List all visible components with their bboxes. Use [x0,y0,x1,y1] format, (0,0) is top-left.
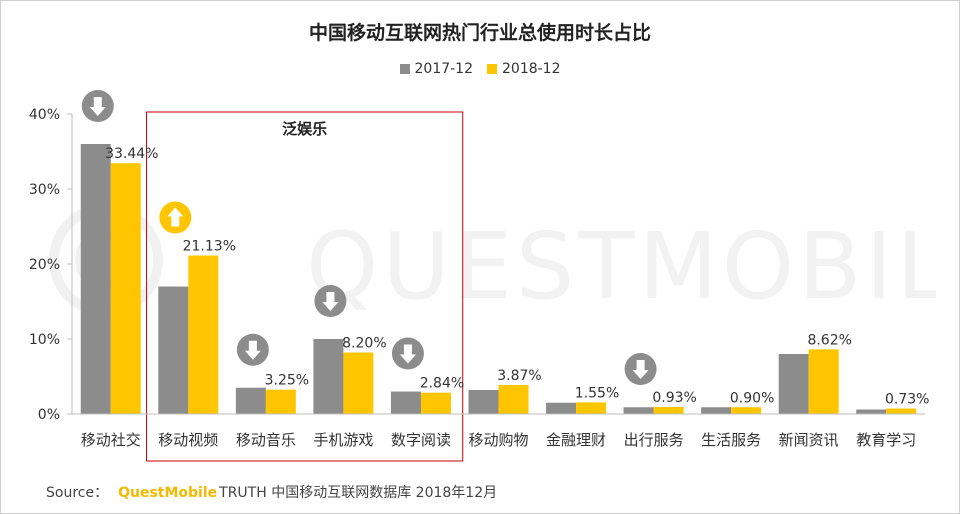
data-label: 0.93% [652,390,696,406]
data-label: 8.62% [807,332,851,348]
bar-2018-1 [188,255,219,414]
data-label: 33.44% [105,146,158,162]
y-tick-label: 30% [29,182,60,198]
arrow-down-glyph-icon [632,360,649,380]
data-label: 3.87% [497,368,541,384]
data-label: 8.20% [342,336,386,352]
bar-2018-7 [653,407,684,414]
bar-2018-9 [808,349,839,414]
bar-2017-9 [778,354,809,414]
data-label: 0.90% [730,390,774,406]
x-tick-label: 新闻资讯 [779,431,839,449]
bar-2017-7 [623,407,654,414]
source-note: Source： QuestMobile TRUTH 中国移动互联网数据库 2018年… [46,482,497,502]
bar-2017-4 [390,391,421,414]
bar-2017-1 [158,286,189,414]
source-brand: QuestMobile [118,485,218,501]
y-tick-label: 40% [29,107,60,123]
y-tick-label: 20% [29,257,60,273]
source-prefix: Source： [46,485,109,501]
bar-2017-0 [80,144,111,414]
arrow-up-glyph-icon [167,207,184,227]
bar-2017-3 [313,339,344,414]
arrow-down-glyph-icon [244,340,261,360]
x-tick-label: 移动社交 [81,431,141,449]
bar-2017-5 [468,390,499,414]
highlight-group-box [146,111,464,462]
bar-2018-0 [110,163,141,414]
arrow-down-glyph-icon [399,344,416,364]
data-label: 0.73% [885,392,929,408]
data-label: 3.25% [265,373,309,389]
x-tick-label: 移动音乐 [236,431,296,449]
y-tick-label: 0% [38,407,60,423]
legend: 2017-12 2018-12 [0,61,960,77]
data-label: 2.84% [420,376,464,392]
x-tick-label: 数字阅读 [391,431,451,449]
legend-item-2018: 2018-12 [487,61,561,77]
legend-swatch-2017 [399,64,410,74]
bar-2018-4 [420,392,451,414]
bar-2018-2 [265,389,296,414]
data-label: 21.13% [183,239,236,255]
x-tick-label: 金融理财 [546,431,606,449]
bar-2018-6 [576,402,607,414]
chart-title: 中国移动互联网热门行业总使用时长占比 [308,22,651,44]
highlight-group-label: 泛娱乐 [282,120,327,138]
source-rest: TRUTH 中国移动互联网数据库 2018年12月 [219,485,498,501]
arrow-down-glyph-icon [89,97,106,116]
x-tick-label: 出行服务 [624,431,684,449]
bar-2018-10 [886,408,917,414]
bar-2018-5 [498,384,529,414]
legend-label-2017: 2017-12 [414,61,474,77]
x-tick-label: 生活服务 [701,431,761,449]
legend-label-2018: 2018-12 [502,61,561,77]
data-label: 1.55% [575,385,619,401]
bar-2018-8 [731,407,762,414]
bar-2017-8 [701,407,732,414]
x-tick-label: 移动购物 [468,431,528,449]
bar-2018-3 [343,352,374,414]
arrow-down-glyph-icon [322,292,339,311]
bar-2017-6 [546,402,577,414]
x-tick-label: 教育学习 [856,431,916,449]
bar-2017-2 [235,387,266,414]
y-tick-label: 10% [29,332,60,348]
legend-swatch-2018 [487,64,497,74]
bar-2017-10 [856,409,887,414]
x-tick-label: 手机游戏 [313,431,373,449]
x-tick-label: 移动视频 [158,431,218,449]
legend-item-2017: 2017-12 [399,61,474,77]
